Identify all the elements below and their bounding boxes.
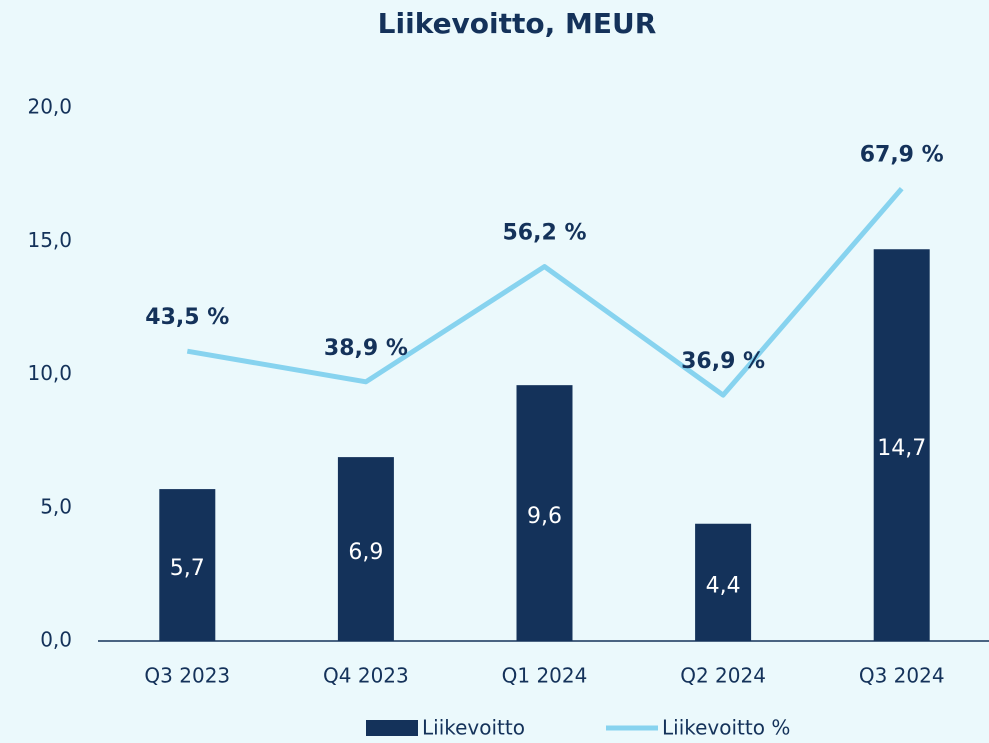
bar <box>873 249 930 641</box>
y-tick-label: 0,0 <box>40 628 72 652</box>
line <box>186 186 904 398</box>
bar <box>695 523 752 641</box>
x-tick-label: Q4 2023 <box>323 664 409 688</box>
y-tick-label: 10,0 <box>27 361 72 385</box>
bar <box>516 385 573 641</box>
x-tick-label: Q3 2024 <box>859 664 945 688</box>
bar-value-label: 6,9 <box>348 540 383 565</box>
bar-value-label: 5,7 <box>170 556 205 581</box>
y-tick-label: 20,0 <box>27 95 72 119</box>
x-tick-label: Q3 2023 <box>144 664 230 688</box>
chart-title: Liikevoitto, MEUR <box>378 7 657 40</box>
x-tick-label: Q1 2024 <box>502 664 588 688</box>
line-value-label: 36,9 % <box>681 349 765 374</box>
line-value-label: 43,5 % <box>145 305 229 330</box>
bar <box>337 457 394 641</box>
bar-value-label: 14,7 <box>877 436 926 461</box>
bar-value-label: 4,4 <box>706 573 741 598</box>
line-value-label: 67,9 % <box>860 143 944 168</box>
line-value-label: 56,2 % <box>503 221 587 246</box>
legend-swatch <box>366 720 418 736</box>
legend-label: Liikevoitto % <box>662 716 790 740</box>
x-tick-label: Q2 2024 <box>680 664 766 688</box>
bar <box>159 489 216 641</box>
legend-label: Liikevoitto <box>422 716 525 740</box>
line-value-label: 38,9 % <box>324 336 408 361</box>
y-tick-label: 5,0 <box>40 494 72 518</box>
y-tick-label: 15,0 <box>27 228 72 252</box>
bar-value-label: 9,6 <box>527 504 562 529</box>
